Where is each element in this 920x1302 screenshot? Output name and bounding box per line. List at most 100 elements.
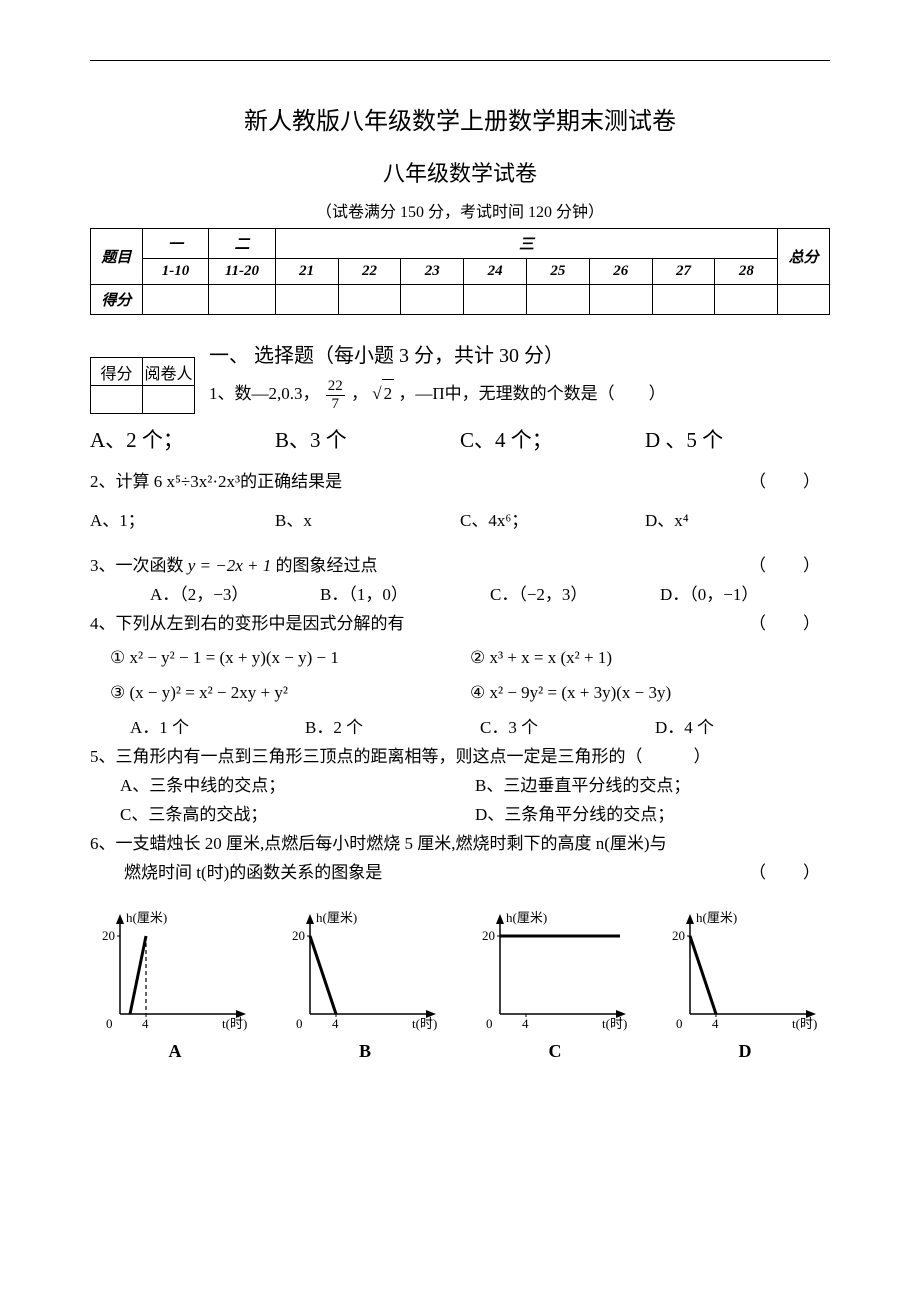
svg-text:20: 20 [102,928,115,943]
blank-paren: （ ） [749,859,830,888]
q4-e2: ② x³ + x = x (x² + 1) [470,644,830,673]
svg-text:h(厘米): h(厘米) [316,910,357,925]
score-marker-box: 得分 阅卷人 [90,357,195,414]
q4-e3: ③ (x − y)² = x² − 2xy + y² [110,679,470,708]
svg-text:h(厘米): h(厘米) [506,910,547,925]
q6-charts: 20 0 4 h(厘米) t(时) A 20 0 4 h(厘米) t(时) B … [90,902,830,1062]
chart-svg-c: 20 0 4 h(厘米) t(时) [470,902,640,1037]
header-score-table: 题目 一 二 三 总分 1-10 11-20 21 22 23 24 25 26… [90,228,830,315]
q4-options: A．1 个 B．2 个 C．3 个 D．4 个 [130,714,830,743]
svg-text:4: 4 [142,1016,149,1031]
hdr-blank [209,285,276,315]
q3-opt-a: A．（2，−3） [150,581,320,610]
hdr-blank [401,285,464,315]
q5-options-2: C、三条高的交战； D、三条角平分线的交点； [120,801,830,830]
q5-opt-b: B、三边垂直平分线的交点； [475,772,830,801]
q4-opt-c: C．3 个 [480,714,655,743]
hdr-cell: 27 [652,259,715,285]
hdr-blank [589,285,652,315]
q2-opt-c: C、4x⁶； [460,507,645,536]
hdr-cell: 11-20 [209,259,276,285]
q1-opt-c: C、4 个； [460,424,645,454]
sqrt-rad: 2 [382,379,395,409]
hdr-cell: 二 [209,229,276,259]
q6-line2: 燃烧时间 t(时)的函数关系的图象是 （ ） [90,859,830,888]
hdr-cell: 一 [142,229,209,259]
q6-line1: 6、一支蜡烛长 20 厘米,点燃后每小时燃烧 5 厘米,燃烧时剩下的高度 n(厘… [90,830,830,859]
svg-text:4: 4 [522,1016,529,1031]
q4-opt-a: A．1 个 [130,714,305,743]
q5-opt-c: C、三条高的交战； [120,801,475,830]
score-blank [91,386,143,414]
q5-options-1: A、三条中线的交点； B、三边垂直平分线的交点； [120,772,830,801]
hdr-cell: 得分 [91,285,143,315]
q1-stem: 1、数—2,0.3， 22 7 ， 2 ，—Π中，无理数的个数是（ ） [108,378,830,412]
hdr-cell: 26 [589,259,652,285]
hdr-cell: 题目 [91,229,143,285]
svg-text:0: 0 [296,1016,303,1031]
svg-text:t(时): t(时) [602,1016,627,1031]
q2-stem: 2、计算 6 x⁵÷3x²·2x³的正确结果是 （ ） [90,468,830,497]
q1-options: A、2 个； B、3 个 C、4 个； D 、5 个 [90,424,830,454]
chart-d: 20 0 4 h(厘米) t(时) D [660,902,830,1062]
hdr-blank [652,285,715,315]
marker-header: 阅卷人 [143,358,195,386]
svg-text:20: 20 [292,928,305,943]
sqrt-icon: 2 [372,379,394,409]
blank-paren: （ ） [749,610,830,639]
q4-e4: ④ x² − 9y² = (x + 3y)(x − 3y) [470,679,830,708]
q5-opt-a: A、三条中线的交点； [120,772,475,801]
q4-stem: 4、下列从左到右的变形中是因式分解的有 （ ） [90,610,830,639]
svg-text:h(厘米): h(厘米) [696,910,737,925]
svg-text:0: 0 [486,1016,493,1031]
q3-post: 的图象经过点 [276,556,378,575]
hdr-blank [464,285,527,315]
q4-expr-row2: ③ (x − y)² = x² − 2xy + y² ④ x² − 9y² = … [110,679,830,708]
section-1-title: 一、 选择题（每小题 3 分，共计 30 分） [90,339,830,368]
title-main: 新人教版八年级数学上册数学期末测试卷 [90,101,830,136]
q3-stem: 3、一次函数 y = −2x + 1 的图象经过点 （ ） [90,552,830,581]
frac-den: 7 [326,396,345,413]
svg-text:t(时): t(时) [792,1016,817,1031]
chart-b: 20 0 4 h(厘米) t(时) B [280,902,450,1062]
hdr-cell: 21 [275,259,338,285]
q5-opt-d: D、三条角平分线的交点； [475,801,830,830]
hdr-cell: 23 [401,259,464,285]
q1-opt-d: D 、5 个 [645,424,830,454]
hdr-cell: 1-10 [142,259,209,285]
hdr-blank [778,285,830,315]
chart-c: 20 0 4 h(厘米) t(时) C [470,902,640,1062]
q5-stem: 5、三角形内有一点到三角形三顶点的距离相等，则这点一定是三角形的（ ） [90,743,830,772]
svg-text:t(时): t(时) [412,1016,437,1031]
hdr-cell: 24 [464,259,527,285]
svg-text:4: 4 [712,1016,719,1031]
hdr-cell: 28 [715,259,778,285]
chart-svg-b: 20 0 4 h(厘米) t(时) [280,902,450,1037]
svg-text:20: 20 [672,928,685,943]
blank-paren: （ ） [749,468,830,497]
frac-num: 22 [326,378,345,396]
hdr-blank [338,285,401,315]
q4-text: 4、下列从左到右的变形中是因式分解的有 [90,614,405,633]
q2-opt-d: D、x⁴ [645,507,830,536]
hdr-cell: 三 [275,229,778,259]
svg-text:4: 4 [332,1016,339,1031]
q1-pre: 1、数—2,0.3， [209,384,320,403]
q1-post: ，—Π中，无理数的个数是（ ） [398,384,665,403]
marker-blank [143,386,195,414]
hdr-cell: 25 [526,259,589,285]
svg-text:h(厘米): h(厘米) [126,910,167,925]
chart-label-c: C [549,1041,562,1062]
q2-opt-b: B、x [275,507,460,536]
chart-label-a: A [169,1041,182,1062]
chart-a: 20 0 4 h(厘米) t(时) A [90,902,260,1062]
chart-svg-a: 20 0 4 h(厘米) t(时) [90,902,260,1037]
svg-text:t(时): t(时) [222,1016,247,1031]
blank-paren: （ ） [749,552,830,581]
q2-text: 2、计算 6 x⁵÷3x²·2x³的正确结果是 [90,472,342,491]
q4-opt-b: B．2 个 [305,714,480,743]
q3-pre: 3、一次函数 [90,556,188,575]
chart-label-b: B [359,1041,371,1062]
q1-mid: ， [351,384,368,403]
svg-text:0: 0 [676,1016,683,1031]
